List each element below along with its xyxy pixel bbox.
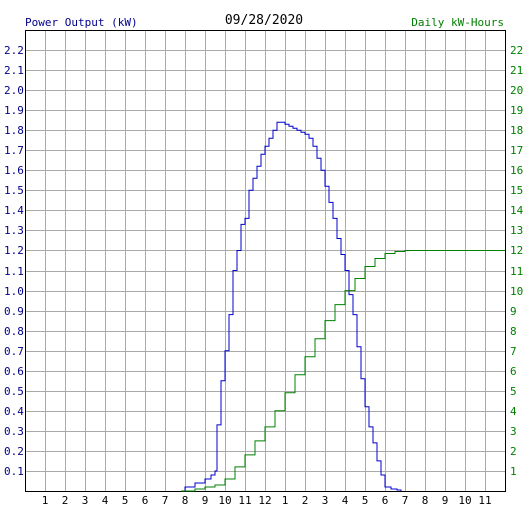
right-tick-label: 21 [510, 64, 523, 77]
x-tick-label: 2 [62, 494, 69, 507]
left-axis-title: Power Output (kW) [25, 16, 138, 29]
left-tick-label: 2.0 [4, 84, 24, 97]
left-tick-label: 2.2 [4, 44, 24, 57]
x-tick-label: 2 [302, 494, 309, 507]
right-tick-label: 1 [510, 465, 517, 478]
left-tick-label: 1.2 [4, 244, 24, 257]
left-tick-label: 0.4 [4, 405, 24, 418]
left-tick-label: 1.7 [4, 144, 24, 157]
tick-labels: 0.1 0.2 0.3 0.4 0.5 0.6 0.7 0.8 0.9 1.0 1.1 1.2 1.3 1… [4, 44, 524, 507]
x-tick-label: 5 [362, 494, 369, 507]
left-tick-label: 1.5 [4, 184, 24, 197]
left-tick-label: 0.1 [4, 465, 24, 478]
left-tick-label: 1.9 [4, 104, 24, 117]
left-tick-label: 1.4 [4, 204, 24, 217]
daily-kwh-line [181, 250, 505, 492]
right-tick-label: 13 [510, 224, 523, 237]
x-tick-label: 7 [402, 494, 409, 507]
x-tick-label: 1 [282, 494, 289, 507]
x-tick-label: 10 [218, 494, 231, 507]
right-tick-label: 6 [510, 365, 517, 378]
x-tick-label: 1 [42, 494, 49, 507]
left-tick-label: 1.8 [4, 124, 24, 137]
left-tick-label: 0.2 [4, 445, 24, 458]
x-tick-label: 8 [182, 494, 189, 507]
right-tick-label: 2 [510, 445, 517, 458]
right-tick-label: 19 [510, 104, 523, 117]
right-tick-label: 22 [510, 44, 523, 57]
right-tick-label: 10 [510, 285, 523, 298]
right-tick-label: 18 [510, 124, 523, 137]
power-output-line [181, 121, 402, 492]
right-tick-label: 14 [510, 204, 524, 217]
plot-frame [25, 30, 506, 492]
right-tick-label: 20 [510, 84, 523, 97]
right-tick-label: 9 [510, 305, 517, 318]
x-tick-label: 5 [122, 494, 129, 507]
right-tick-label: 4 [510, 405, 517, 418]
x-tick-label: 10 [458, 494, 471, 507]
left-tick-label: 0.9 [4, 305, 24, 318]
right-tick-label: 15 [510, 184, 523, 197]
right-tick-label: 16 [510, 164, 523, 177]
x-tick-label: 8 [422, 494, 429, 507]
x-tick-label: 3 [322, 494, 329, 507]
axes [25, 30, 506, 492]
x-tick-label: 6 [142, 494, 149, 507]
left-tick-label: 0.5 [4, 385, 24, 398]
right-tick-label: 3 [510, 425, 517, 438]
right-tick-label: 8 [510, 325, 517, 338]
series-lines [181, 121, 505, 492]
x-tick-label: 7 [162, 494, 169, 507]
left-tick-label: 0.6 [4, 365, 24, 378]
x-tick-label: 9 [202, 494, 209, 507]
right-tick-label: 11 [510, 265, 523, 278]
left-tick-label: 1.6 [4, 164, 24, 177]
x-tick-label: 12 [258, 494, 271, 507]
chart-title: 09/28/2020 [225, 13, 303, 28]
x-tick-label: 4 [342, 494, 349, 507]
left-tick-label: 2.1 [4, 64, 24, 77]
left-tick-label: 1.1 [4, 265, 24, 278]
left-tick-label: 1.0 [4, 285, 24, 298]
x-tick-label: 3 [82, 494, 89, 507]
x-tick-label: 9 [442, 494, 449, 507]
left-tick-label: 0.7 [4, 345, 24, 358]
left-tick-label: 0.3 [4, 425, 24, 438]
right-tick-label: 7 [510, 345, 517, 358]
grid [25, 30, 505, 491]
left-tick-label: 0.8 [4, 325, 24, 338]
x-tick-label: 11 [478, 494, 491, 507]
x-tick-label: 6 [382, 494, 389, 507]
right-tick-label: 12 [510, 244, 523, 257]
x-tick-label: 11 [238, 494, 251, 507]
right-tick-label: 5 [510, 385, 517, 398]
x-tick-label: 4 [102, 494, 109, 507]
left-tick-label: 1.3 [4, 224, 24, 237]
right-tick-label: 17 [510, 144, 523, 157]
right-axis-title: Daily kW-Hours [411, 16, 504, 29]
